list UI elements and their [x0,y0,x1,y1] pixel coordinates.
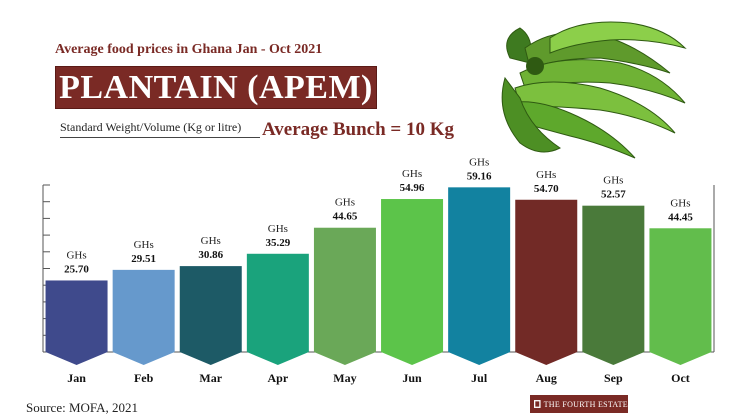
data-label: 59.16 [467,170,492,182]
bar [45,280,108,352]
chart-subtitle: Average food prices in Ghana Jan - Oct 2… [55,42,323,57]
currency-label: GHs [402,168,422,180]
currency-label: GHs [268,223,288,235]
bar [582,205,645,352]
bar [448,187,511,352]
bar [179,266,242,352]
bar [246,253,309,352]
x-tick-label: Feb [134,371,154,385]
bar-pointer [112,352,175,365]
bar-pointer [448,352,511,365]
x-tick-label: Jan [67,371,86,385]
bar [515,199,578,352]
x-tick-label: Mar [199,371,222,385]
data-label: 54.96 [400,182,425,194]
plantain-bunch-image [501,21,687,159]
data-label: 52.57 [601,189,626,201]
x-tick-label: Sep [604,371,623,385]
bar [649,228,712,352]
x-tick-label: Oct [671,371,690,385]
bar-pointer [649,352,712,365]
bar [313,227,376,352]
data-label: 29.51 [131,253,156,265]
bar-series: GHs 25.70 Jan GHs 29.51 Feb GHs 30.86 Mar GHs 35.2… [45,156,712,385]
data-label: 44.65 [333,211,358,223]
currency-label: GHs [469,156,489,168]
x-tick-label: May [333,371,356,385]
bar-pointer [246,352,309,365]
currency-label: GHs [603,175,623,187]
title-banner: PLANTAIN (APEM) [55,66,377,109]
data-label: 35.29 [265,237,290,249]
bar-pointer [582,352,645,365]
standard-weight-label: Standard Weight/Volume (Kg or litre) [60,120,242,134]
logo-mark-icon [534,400,541,408]
source-note: Source: MOFA, 2021 [26,400,139,415]
bar-pointer [381,352,444,365]
x-tick-label: Aug [536,371,557,385]
bar [381,199,444,352]
x-tick-label: Jun [402,371,422,385]
currency-label: GHs [66,249,86,261]
chart-title: PLANTAIN (APEM) [59,68,373,106]
bar-pointer [515,352,578,365]
data-label: 25.70 [64,263,89,275]
data-label: 54.70 [534,183,559,195]
underline-divider [60,137,260,138]
currency-label: GHs [134,239,154,251]
bar-pointer [179,352,242,365]
currency-label: GHs [536,169,556,181]
x-tick-label: Apr [268,371,289,385]
bar-pointer [313,352,376,365]
average-bunch-label: Average Bunch = 10 Kg [262,119,455,140]
data-label: 30.86 [198,249,223,261]
x-tick-label: Jul [471,371,488,385]
bar [112,269,175,352]
currency-label: GHs [335,197,355,209]
bar-pointer [45,352,108,365]
currency-label: GHs [201,235,221,247]
brand-name: THE FOURTH ESTATE [543,399,628,409]
data-label: 44.45 [668,211,693,223]
currency-label: GHs [670,197,690,209]
fourth-estate-logo: THE FOURTH ESTATE [530,395,628,413]
